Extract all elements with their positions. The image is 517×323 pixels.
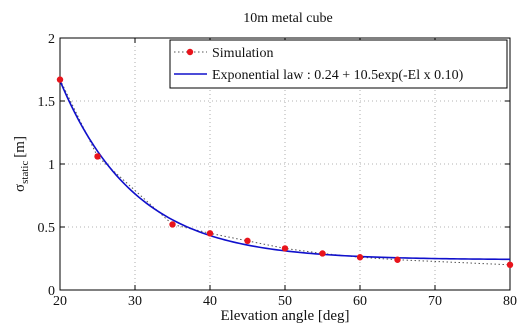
y-tick-label: 1	[48, 158, 55, 173]
y-tick-labels: 0 0.5 1 1.5 2	[38, 32, 56, 299]
x-tick-labels: 20 30 40 50 60 70 80	[53, 294, 517, 309]
y-tick-label: 0.5	[38, 221, 56, 236]
y-tick-label: 0	[48, 284, 55, 299]
simulation-point	[506, 261, 514, 268]
x-tick-label: 50	[278, 294, 292, 309]
x-tick-label: 30	[128, 294, 142, 309]
y-axis-label-subscript: static	[19, 161, 31, 184]
simulation-point	[94, 153, 101, 160]
grid	[60, 38, 510, 290]
legend-simulation-label: Simulation	[212, 46, 273, 61]
simulation-point	[356, 254, 364, 261]
series-layer	[56, 76, 514, 268]
x-tick-label: 60	[353, 294, 367, 309]
x-axis-label: Elevation angle [deg]	[220, 308, 349, 323]
simulation-point	[244, 237, 251, 245]
simulation-point	[281, 245, 289, 252]
legend-simulation-marker	[186, 48, 194, 56]
y-tick-label: 2	[48, 32, 55, 47]
simulation-point	[56, 76, 64, 83]
x-tick-label: 20	[53, 294, 67, 309]
x-tick-label: 80	[503, 294, 517, 309]
legend: Simulation Exponential law : 0.24 + 10.5…	[169, 39, 508, 89]
y-axis-label-unit: [m]	[12, 136, 28, 158]
legend-exponential-label: Exponential law : 0.24 + 10.5exp(-El x 0…	[212, 68, 464, 83]
x-tick-label: 70	[428, 294, 442, 309]
simulation-point	[394, 256, 401, 263]
legend-box	[169, 39, 508, 89]
simulation-point	[169, 221, 176, 228]
y-axis-label-symbol: σ	[12, 184, 28, 192]
simulation-line	[59, 79, 511, 266]
x-tick-label: 40	[203, 294, 217, 309]
y-tick-label: 1.5	[38, 95, 56, 110]
y-axis-label: σstatic [m]	[12, 136, 31, 192]
simulation-point	[206, 230, 214, 237]
chart-title: 10m metal cube	[243, 11, 332, 26]
simulation-point	[319, 250, 326, 257]
